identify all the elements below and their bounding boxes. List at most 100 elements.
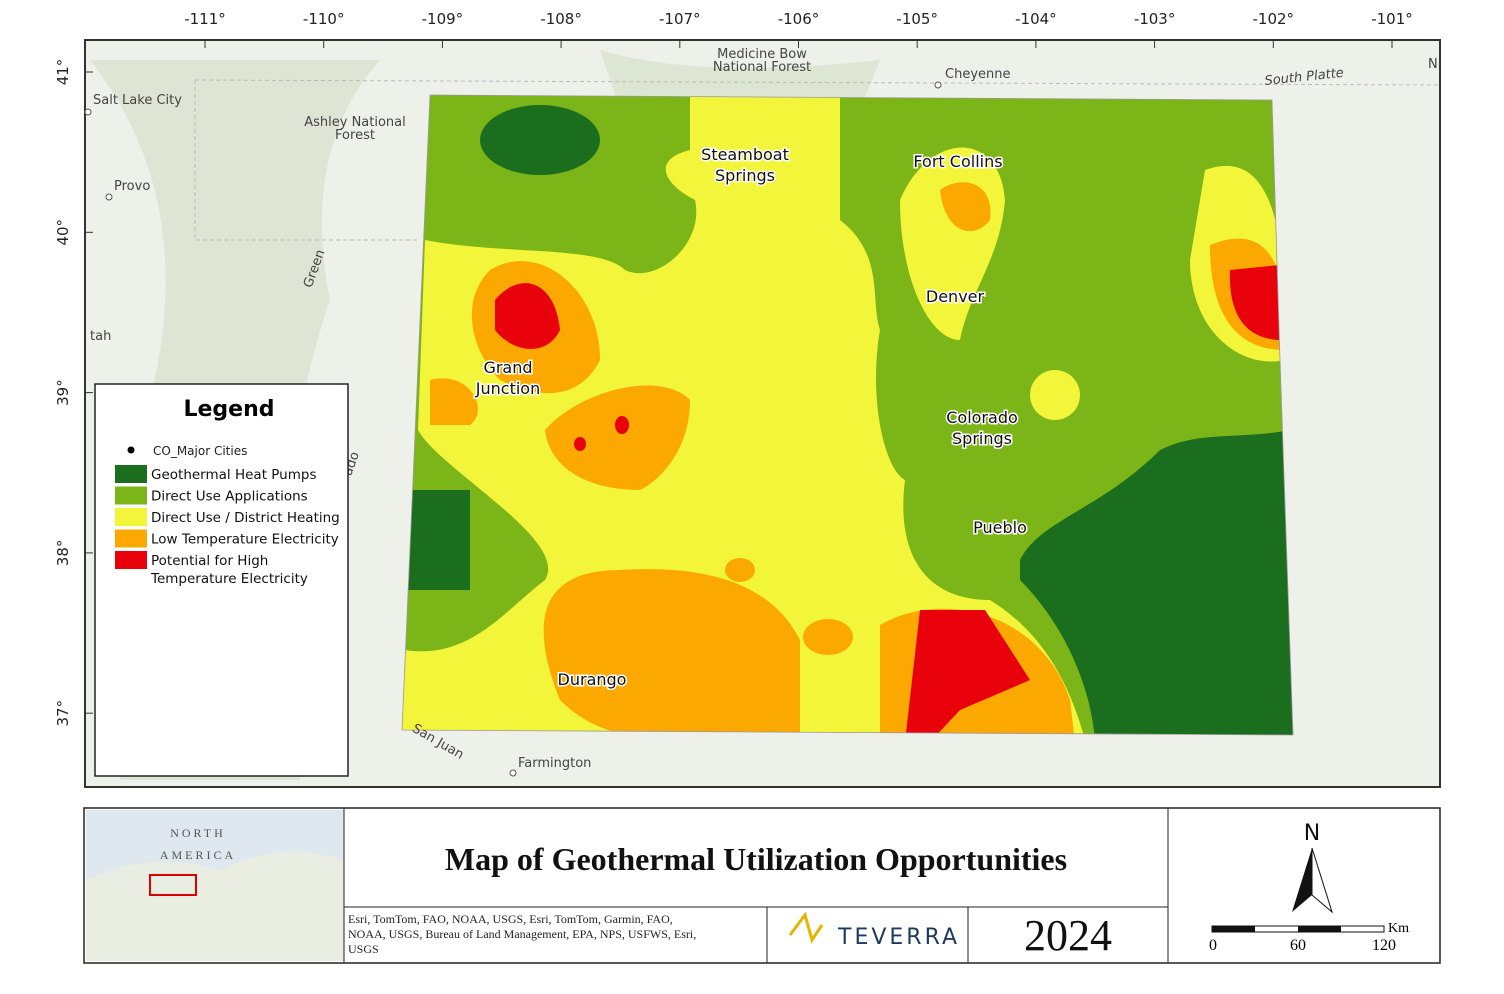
city-labels: Steamboat Springs Fort Collins Denver Grand J… xyxy=(473,144,1028,691)
longitude-label: -103° xyxy=(1134,10,1176,28)
longitude-label: -107° xyxy=(659,10,701,28)
city-label-line: Steamboat xyxy=(701,145,789,164)
legend-label: Direct Use Applications xyxy=(151,489,308,505)
scale-unit: Km xyxy=(1388,921,1409,936)
year: 2024 xyxy=(1024,911,1112,960)
colorado-layers xyxy=(402,95,1293,735)
legend-label: Direct Use / District Heating xyxy=(151,510,340,526)
legend-symbol xyxy=(127,446,135,454)
scale-bar xyxy=(1212,926,1255,932)
zone-high-temp xyxy=(905,610,1030,735)
city-label: Durango xyxy=(558,670,627,689)
credit-line: Esri, TomTom, FAO, NOAA, USGS, Esri, Tom… xyxy=(348,912,673,926)
city-label-line: Springs xyxy=(952,429,1012,448)
place-dot xyxy=(509,769,517,777)
legend-swatch xyxy=(115,465,147,483)
place-label-line: National Forest xyxy=(713,60,811,75)
credit-line: NOAA, USGS, Bureau of Land Management, E… xyxy=(348,927,696,941)
place-label: N xyxy=(1428,57,1438,72)
longitude-label: -108° xyxy=(540,10,582,28)
place-label: Medicine Bow National Forest xyxy=(713,47,811,75)
latitude-labels: 41° 40° 39° 38° 37° xyxy=(54,59,93,727)
zone-high-temp xyxy=(495,283,560,349)
city-label: Denver xyxy=(926,287,985,306)
latitude-label: 38° xyxy=(54,540,72,567)
legend-label-line: Low Temperature Electricity xyxy=(151,532,339,548)
logo-mark xyxy=(788,911,824,944)
longitude-label: -106° xyxy=(778,10,820,28)
latitude-label: 39° xyxy=(54,379,72,406)
credit-line: USGS xyxy=(348,942,379,956)
legend-label: Potential for High Temperature Electricit… xyxy=(150,553,308,587)
legend-items: CO_Major Cities Geothermal Heat Pumps Dire… xyxy=(115,444,340,587)
zone-heat-pumps xyxy=(1020,430,1293,735)
zone-low-temp xyxy=(803,619,853,655)
place-label-line: Provo xyxy=(114,179,150,194)
place-label: Ashley National Forest xyxy=(304,115,406,143)
scale-label: 0 xyxy=(1209,937,1217,954)
boundary xyxy=(194,79,1441,241)
city-label: Steamboat Springs xyxy=(701,145,789,185)
place-label-line: Ashley National xyxy=(304,115,406,130)
zone-heat-pumps xyxy=(402,490,470,590)
scale-bar xyxy=(1298,926,1341,932)
place-label-line: Salt Lake City xyxy=(93,93,182,108)
longitude-label: -102° xyxy=(1253,10,1295,28)
latitude-label: 40° xyxy=(54,219,72,246)
longitude-label: -109° xyxy=(422,10,464,28)
place-label: tah xyxy=(90,329,111,344)
legend-label-line: Temperature Electricity xyxy=(150,571,308,587)
city-label: Pueblo xyxy=(973,518,1027,537)
city-label-line: Grand xyxy=(483,358,532,377)
city-label-line: Colorado xyxy=(946,408,1018,427)
longitude-label: -110° xyxy=(303,10,345,28)
zone-district-heating xyxy=(1030,370,1080,420)
zone-high-temp xyxy=(574,437,586,451)
legend-label-line: CO_Major Cities xyxy=(153,444,247,458)
place-dot xyxy=(105,193,113,201)
city-label: Grand Junction xyxy=(475,358,540,398)
north-arrow xyxy=(1292,848,1312,912)
north-label: N xyxy=(1304,821,1320,846)
longitude-label: -111° xyxy=(184,10,226,28)
place-label: Salt Lake City xyxy=(93,93,182,108)
scale-label: 120 xyxy=(1372,937,1396,954)
place-label: Cheyenne xyxy=(945,67,1010,82)
legend-box xyxy=(94,383,349,777)
city-label: Colorado Springs xyxy=(946,408,1018,448)
terrain xyxy=(600,50,880,110)
legend-label: Geothermal Heat Pumps xyxy=(151,467,317,483)
place-dot xyxy=(934,81,942,89)
latitude-label: 37° xyxy=(54,700,72,727)
city-label-line: Denver xyxy=(926,287,985,306)
zone-low-temp xyxy=(725,558,755,582)
place-label: Provo xyxy=(114,179,150,194)
longitude-label: -104° xyxy=(1015,10,1057,28)
place-dot xyxy=(84,108,92,116)
north-arrow xyxy=(1311,847,1333,914)
map-title: Map of Geothermal Utilization Opportunit… xyxy=(445,841,1067,877)
state-outline xyxy=(401,94,1294,736)
inset-extent xyxy=(149,874,197,896)
zone-low-temp xyxy=(545,385,690,490)
zone-low-temp xyxy=(543,569,800,735)
zone-low-temp xyxy=(940,182,991,232)
legend-label-line: Potential for High xyxy=(151,553,268,569)
legend-label: Low Temperature Electricity xyxy=(151,532,339,548)
city-label-line: Springs xyxy=(715,166,775,185)
legend-swatch xyxy=(115,529,147,548)
longitude-label: -105° xyxy=(896,10,938,28)
inset-label: AMERICA xyxy=(160,848,236,862)
zone-district-heating xyxy=(402,95,1085,735)
longitude-labels: -111° -110° -109° -108° -107° -106° -105° -104°… xyxy=(184,10,1413,48)
legend-swatch xyxy=(115,486,147,505)
city-label-line: Junction xyxy=(475,379,540,398)
place-label: Farmington xyxy=(518,756,591,771)
legend-title: Legend xyxy=(183,397,274,422)
legend-swatch xyxy=(115,508,147,526)
inset-label: NORTH xyxy=(170,826,226,840)
zone-high-temp xyxy=(615,416,629,434)
city-label-line: Fort Collins xyxy=(913,152,1002,171)
